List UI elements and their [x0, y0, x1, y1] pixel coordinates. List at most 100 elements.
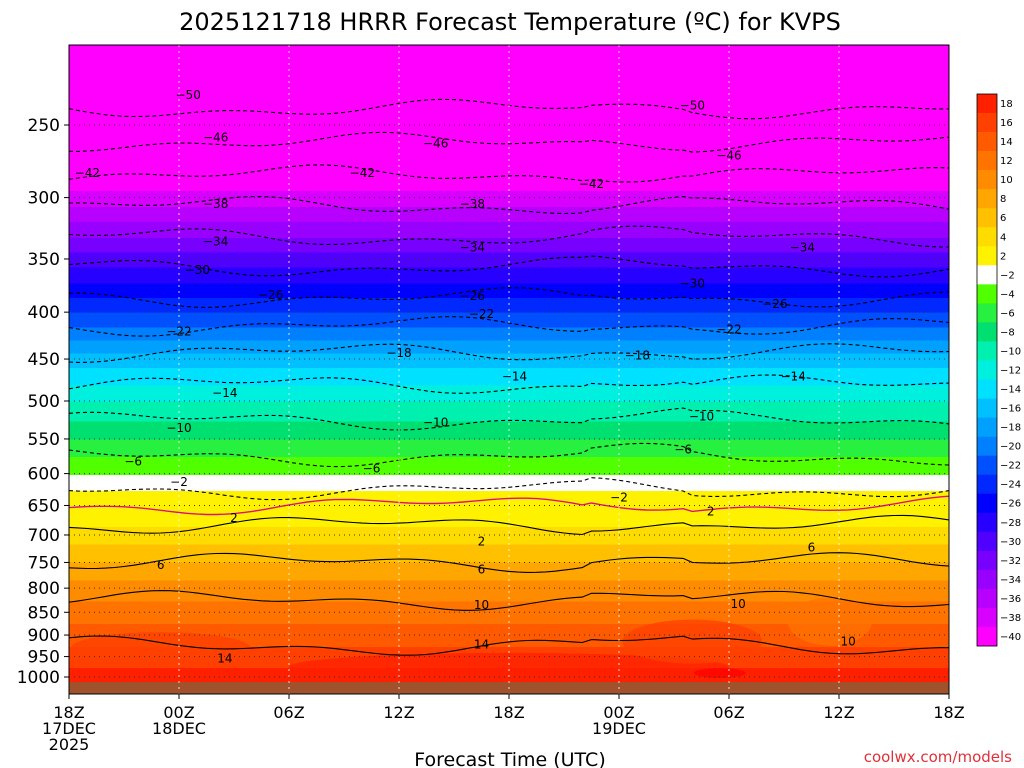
- contour-line: [69, 164, 949, 183]
- contour-label: −34: [203, 235, 228, 249]
- contour-label: −34: [790, 240, 815, 254]
- colorbar-swatch: [977, 588, 997, 609]
- colorbar-label: 2: [1000, 251, 1006, 262]
- colorbar-label: 12: [1000, 156, 1013, 167]
- x-tick-label: 17DEC: [42, 719, 96, 738]
- x-tick-label: 00Z: [603, 703, 634, 722]
- contour-label: −46: [203, 131, 228, 145]
- contour-line: [69, 196, 949, 215]
- contour-label: −22: [716, 323, 741, 337]
- contour-label: 14: [474, 638, 489, 652]
- colorbar-label: −36: [1000, 594, 1021, 605]
- colorbar-label: 4: [1000, 232, 1006, 243]
- contour-label: −26: [460, 289, 485, 303]
- contour-label: 2: [478, 535, 486, 549]
- contour-line: [69, 477, 949, 501]
- contour-label: −50: [680, 98, 705, 112]
- contour-label: −38: [203, 197, 228, 211]
- credit-text: coolwx.com/models: [864, 748, 1012, 766]
- colorbar-label: 6: [1000, 213, 1006, 224]
- y-tick-label: 450: [28, 350, 60, 370]
- colorbar-swatch: [977, 455, 997, 475]
- colorbar-label: −2: [1000, 270, 1015, 281]
- colorbar-frame: [976, 93, 998, 647]
- contour-labels: −50 −50 −46 −46 −46 −42 −42 −42 −38 −38 −34 −34 −34 −…: [75, 88, 856, 666]
- contour-label: 2: [707, 505, 715, 519]
- contour-label: −26: [258, 288, 283, 302]
- colorbar-swatch: [977, 246, 997, 266]
- colorbar-label: 14: [1000, 137, 1013, 148]
- contour-label: −10: [423, 416, 448, 430]
- x-tick-label: 18Z: [493, 703, 524, 722]
- colorbar-swatch: [977, 493, 997, 514]
- colorbar-label: −32: [1000, 556, 1021, 567]
- contour-label: −34: [460, 240, 485, 254]
- warm-patch: [289, 652, 729, 681]
- contour-label: −30: [185, 263, 210, 277]
- contour-line: [69, 514, 949, 536]
- colorbar-swatch: [977, 626, 997, 647]
- contour-label: −2: [610, 490, 628, 504]
- x-tick-label: 06Z: [273, 703, 304, 722]
- colorbar-label: −40: [1000, 632, 1021, 643]
- colorbar-swatch: [977, 132, 997, 152]
- y-tick-label: 850: [28, 603, 60, 623]
- contour-label: −10: [166, 421, 191, 435]
- colorbar-label: −12: [1000, 366, 1021, 377]
- colorbar-swatch: [977, 607, 997, 628]
- y-tick-label: 800: [28, 579, 60, 599]
- contour-line: [69, 495, 949, 516]
- contour-label: 6: [157, 558, 165, 572]
- contour-line: [69, 442, 949, 468]
- contour-line: [69, 407, 949, 431]
- colorbar-label: −16: [1000, 404, 1021, 415]
- y-tick-label: 700: [28, 526, 60, 546]
- colorbar-label: −28: [1000, 518, 1021, 529]
- contour-label: −46: [423, 137, 448, 151]
- x-tick-label: 18Z: [53, 703, 84, 722]
- contour-label: −42: [579, 177, 604, 191]
- contour-label: 10: [841, 635, 856, 649]
- colorbar-swatch: [977, 113, 997, 133]
- contour-label: −14: [781, 369, 806, 383]
- colorbar-swatch: [977, 360, 997, 380]
- contour-line: [69, 255, 949, 278]
- contour-label: −18: [625, 348, 650, 362]
- colorbar-label: −8: [1000, 327, 1015, 338]
- colorbar-label: −38: [1000, 613, 1021, 624]
- contour-label: −6: [363, 461, 381, 475]
- contour-label: 14: [217, 652, 232, 666]
- colorbar-label: −18: [1000, 423, 1021, 434]
- contour-label: −42: [75, 166, 100, 180]
- y-axis: 250 300 350 400 450 500 550 600 650 700 750 800 850 9…: [17, 116, 69, 688]
- y-tick-label: 350: [28, 250, 60, 270]
- colorbar-label: −22: [1000, 461, 1021, 472]
- contour-line: [69, 287, 949, 308]
- colorbar-label: −20: [1000, 442, 1021, 453]
- colorbar-swatch: [977, 474, 997, 495]
- x-tick-label: 19DEC: [592, 719, 646, 738]
- contour-label: −42: [350, 166, 375, 180]
- x-tick-label: 12Z: [823, 703, 854, 722]
- x-tick-label: 00Z: [163, 703, 194, 722]
- x-tick-label: 12Z: [383, 703, 414, 722]
- colorbar-swatch: [977, 170, 997, 190]
- x-axis-label: Forecast Time (UTC): [414, 749, 605, 768]
- colorbar-swatch: [977, 265, 997, 285]
- colorbar-label: 16: [1000, 118, 1013, 129]
- colorbar-label: 18: [1000, 99, 1013, 110]
- colorbar-label: −4: [1000, 289, 1015, 300]
- contour-label: −14: [212, 386, 237, 400]
- colorbar-label: −6: [1000, 308, 1015, 319]
- contour-label: −38: [460, 197, 485, 211]
- contour-label: −50: [176, 88, 201, 102]
- contour-label: −26: [762, 297, 787, 311]
- chart-title: 2025121718 HRRR Forecast Temperature (ºC…: [179, 8, 841, 36]
- colorbar-swatch: [977, 322, 997, 342]
- y-tick-label: 500: [28, 392, 60, 412]
- x-tick-label: 06Z: [713, 703, 744, 722]
- y-tick-label: 600: [28, 465, 60, 485]
- x-tick-label: 18DEC: [152, 719, 206, 738]
- contour-line: [69, 552, 949, 573]
